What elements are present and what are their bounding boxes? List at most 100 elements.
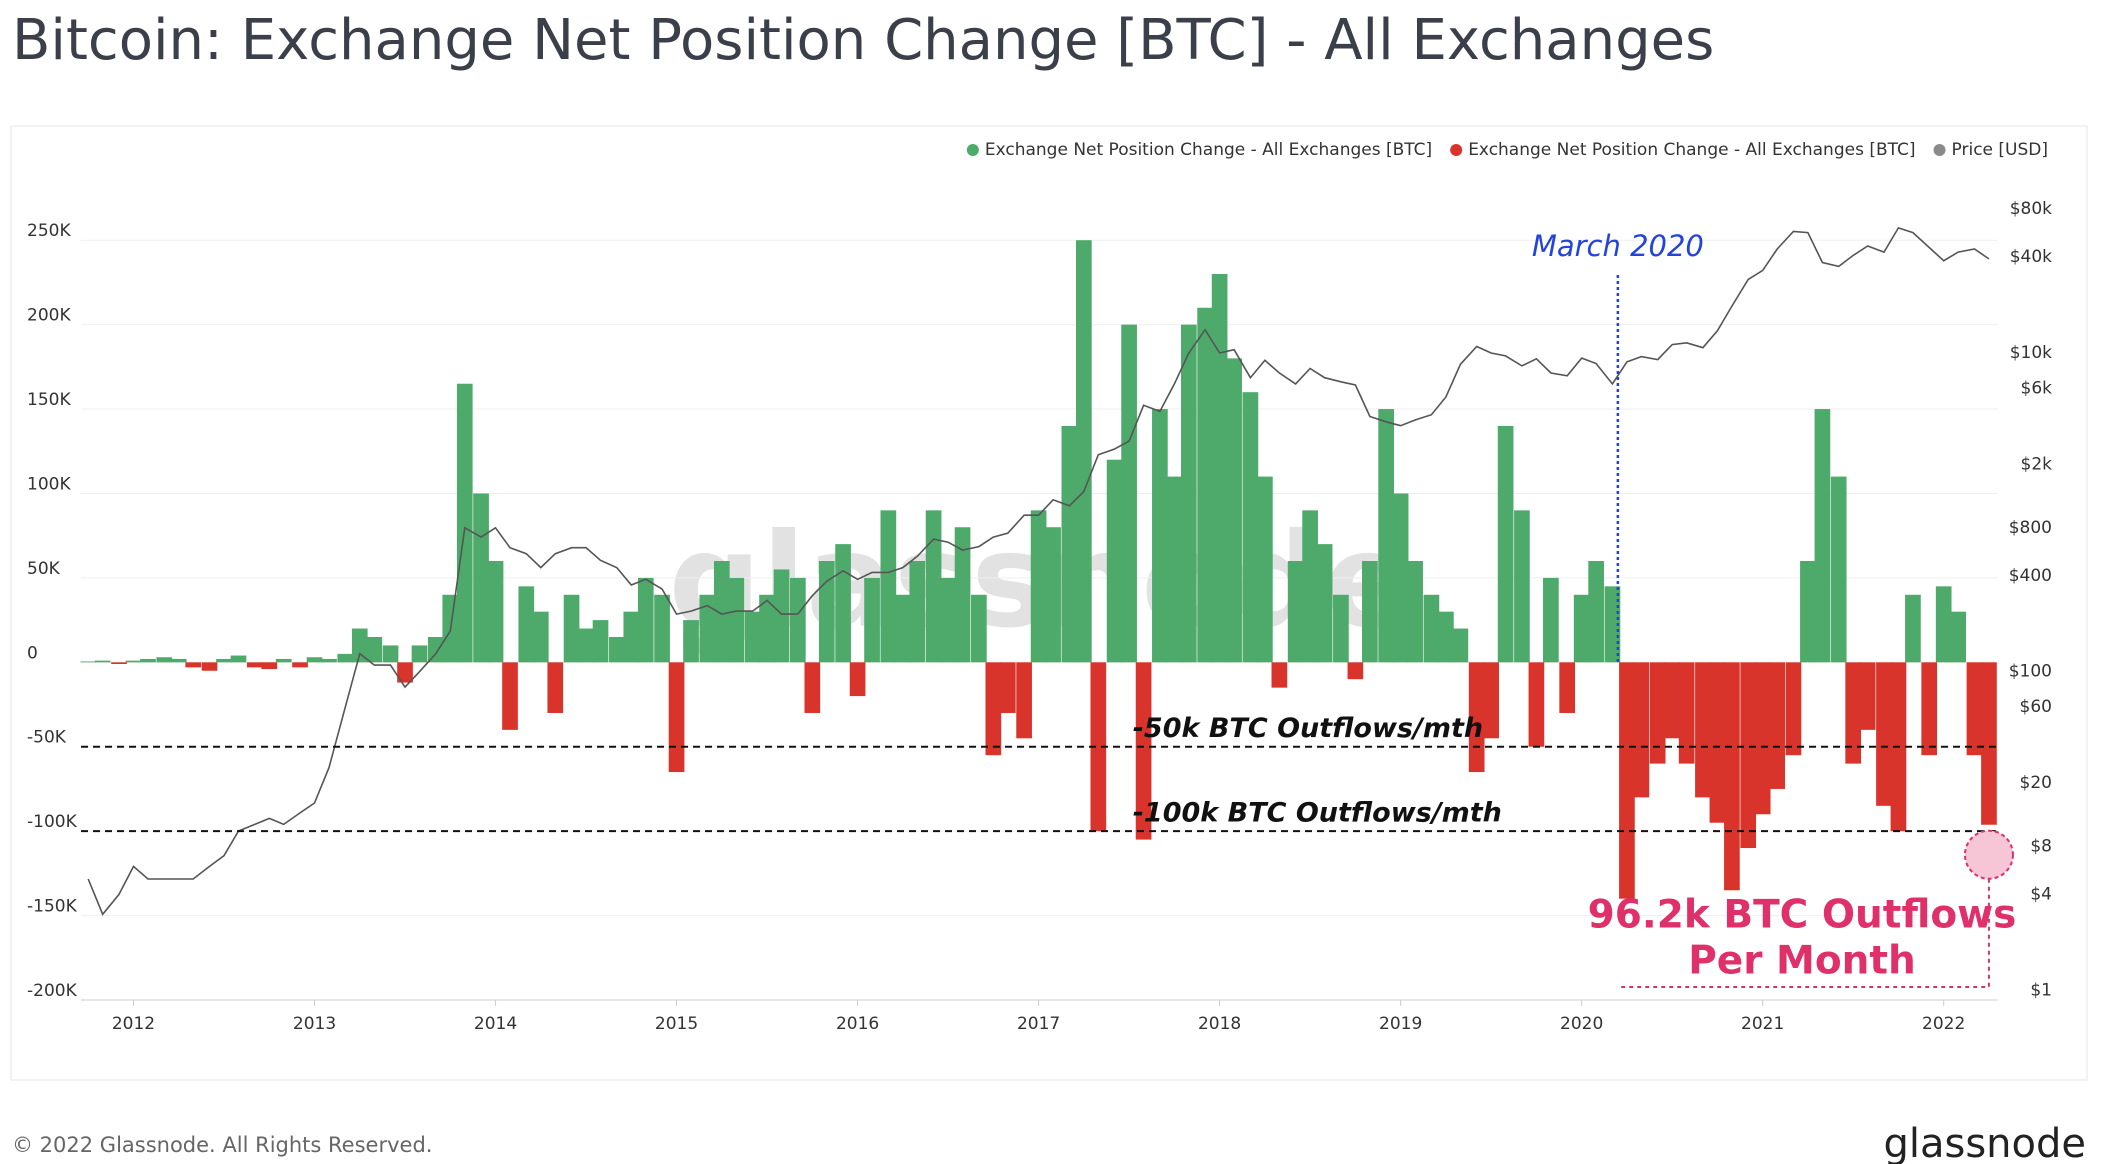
y2-tick-label: $800 <box>2009 518 2052 538</box>
bar <box>321 658 337 663</box>
x-tick-label: 2014 <box>474 1014 517 1034</box>
bar <box>1135 662 1152 840</box>
y2-tick-label: $6k <box>2021 378 2053 398</box>
bar <box>1633 662 1650 798</box>
bar <box>909 561 926 663</box>
bar <box>1981 662 1997 825</box>
y2-tick-label: $60 <box>2020 697 2052 717</box>
bar <box>1588 561 1604 663</box>
bar <box>1709 662 1726 823</box>
bar <box>1935 586 1952 663</box>
bar <box>1785 662 1802 756</box>
y-tick-label: 0 <box>27 643 38 663</box>
footer: © 2022 Glassnode. All Rights Reserved. <box>12 1133 432 1157</box>
bar <box>971 594 987 663</box>
reference-label: -100k BTC Outflows/mth <box>1133 798 1502 829</box>
bar <box>366 636 383 663</box>
bar <box>411 645 428 663</box>
bar <box>156 657 173 663</box>
bar <box>728 577 745 663</box>
bar <box>1573 594 1590 663</box>
bar <box>1800 561 1816 663</box>
bar <box>351 628 368 663</box>
y2-tick-label: $2k <box>2021 454 2053 474</box>
y2-tick-label: $4 <box>2030 884 2052 904</box>
bar <box>1152 409 1168 663</box>
bar <box>1543 577 1559 663</box>
bar <box>1814 409 1831 663</box>
bar <box>759 594 775 663</box>
y2-tick-label: $10k <box>2010 343 2052 363</box>
bar <box>382 645 399 663</box>
bar <box>880 510 897 663</box>
callout-marker <box>1963 829 2014 880</box>
y-tick-label: -50K <box>27 728 67 748</box>
bar <box>1226 358 1242 663</box>
bar <box>1302 510 1318 663</box>
bar <box>637 577 654 663</box>
y2-tick-label: $100 <box>2009 662 2052 682</box>
bar <box>1347 662 1364 680</box>
bar <box>1090 662 1107 832</box>
bar <box>275 658 292 663</box>
y-tick-label: 200K <box>27 306 71 326</box>
bar <box>1950 611 1967 663</box>
x-tick-label: 2016 <box>836 1014 879 1034</box>
bar <box>954 527 971 663</box>
bar <box>1754 662 1771 815</box>
y2-tick-label: $1 <box>2030 980 2052 1000</box>
bar <box>1695 662 1711 798</box>
bar <box>1468 662 1485 773</box>
bar <box>1664 662 1681 739</box>
bar <box>1921 662 1938 756</box>
bar <box>1528 662 1545 747</box>
bar <box>1845 662 1862 764</box>
bar <box>1030 510 1047 663</box>
bar <box>1378 409 1394 663</box>
bar <box>397 662 413 683</box>
legend-swatch <box>966 144 979 156</box>
bar <box>1045 527 1061 663</box>
legend-label: Exchange Net Position Change - All Excha… <box>985 140 1432 160</box>
bar <box>1166 476 1183 663</box>
bar <box>473 493 489 663</box>
bar <box>185 662 202 668</box>
bar <box>683 620 699 663</box>
x-tick-label: 2013 <box>293 1014 336 1034</box>
bar <box>337 653 354 663</box>
event-label: March 2020 <box>1532 229 1704 263</box>
bar <box>1392 493 1409 663</box>
y2-tick-label: $40k <box>2010 247 2052 267</box>
bar <box>487 561 504 663</box>
bar <box>1769 662 1785 789</box>
bar <box>744 611 761 663</box>
bar <box>940 577 956 663</box>
bar <box>306 657 323 663</box>
callout-text: 96.2k BTC Outflows <box>1588 893 2017 938</box>
bar <box>623 611 640 663</box>
y-tick-label: 150K <box>27 390 71 410</box>
bar <box>864 577 880 663</box>
bar <box>713 561 730 663</box>
y-tick-label: -200K <box>27 981 78 1001</box>
legend-swatch <box>1450 144 1463 156</box>
bar <box>804 662 821 713</box>
chart-title: Bitcoin: Exchange Net Position Change [B… <box>12 8 1714 73</box>
x-tick-label: 2017 <box>1017 1014 1060 1034</box>
bar <box>80 661 97 663</box>
bar <box>1678 662 1695 764</box>
price-line <box>87 226 1990 916</box>
bar <box>1271 662 1288 688</box>
bar <box>818 561 835 663</box>
y-tick-label: 50K <box>27 559 61 579</box>
bar <box>216 658 232 663</box>
bar <box>1106 459 1123 663</box>
legend-swatch <box>1933 144 1946 156</box>
bar <box>1497 425 1514 663</box>
bar <box>125 660 142 663</box>
bar <box>261 662 278 670</box>
bar <box>1438 611 1454 663</box>
bar <box>111 662 127 665</box>
bar <box>1197 307 1213 663</box>
bar <box>999 662 1016 713</box>
